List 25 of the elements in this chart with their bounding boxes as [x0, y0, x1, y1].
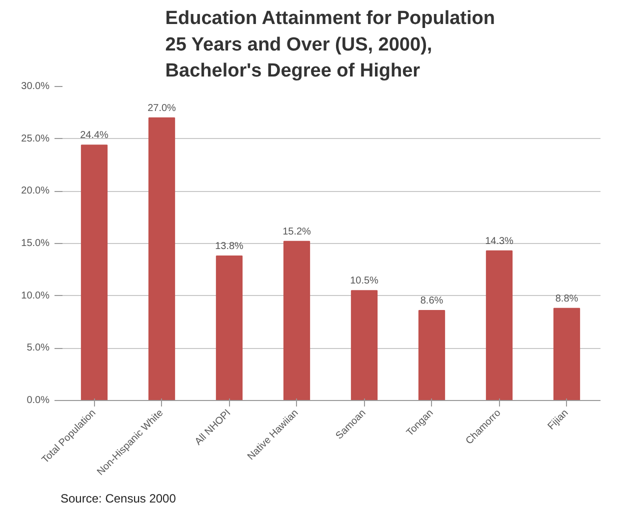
data-label: 27.0% [148, 102, 176, 114]
chart-title: Education Attainment for Population 25 Years and Over (US, 2000), Bachelor's Degree of Higher [165, 8, 495, 82]
bar [148, 117, 176, 400]
data-label: 14.3% [485, 236, 514, 247]
data-label: 8.6% [420, 295, 444, 306]
bar [216, 256, 243, 400]
bar [80, 144, 108, 400]
source-note: Source: Census 2000 [60, 492, 176, 506]
bar [418, 310, 446, 400]
data-label: 15.2% [282, 226, 312, 238]
y-tick-label: 15.0% [21, 238, 50, 249]
data-label: 8.8% [555, 293, 578, 304]
y-tick-label: 30.0% [21, 81, 50, 92]
bar [350, 290, 378, 400]
y-tick-label: 25.0% [21, 133, 50, 144]
y-tick-label: 5.0% [26, 342, 50, 354]
bar [553, 308, 580, 400]
y-tick-label: 10.0% [21, 290, 50, 302]
bar [486, 250, 513, 400]
bar [283, 240, 310, 400]
data-label: 10.5% [350, 276, 379, 287]
data-label: 13.8% [215, 241, 244, 252]
y-tick-label: 20.0% [21, 186, 50, 197]
data-label: 24.4% [80, 130, 109, 142]
y-tick-label: 0.0% [26, 395, 50, 406]
